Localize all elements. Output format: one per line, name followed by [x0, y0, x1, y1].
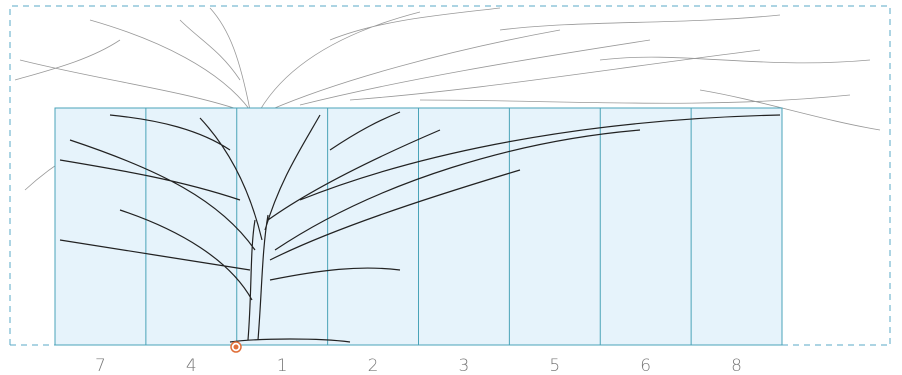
panel-label: 7 [95, 356, 106, 375]
panel-label: 1 [277, 356, 288, 375]
panel-label: 6 [640, 356, 651, 375]
panel-label: 3 [459, 356, 470, 375]
wall-boundary [9, 5, 891, 345]
anchor-point-center [233, 344, 239, 350]
tree [59, 111, 781, 343]
panel-label: 2 [368, 356, 379, 375]
panel-label: 5 [549, 356, 560, 375]
panel-label: 8 [731, 356, 742, 375]
panels [54, 107, 783, 346]
panel-label: 4 [186, 356, 197, 375]
